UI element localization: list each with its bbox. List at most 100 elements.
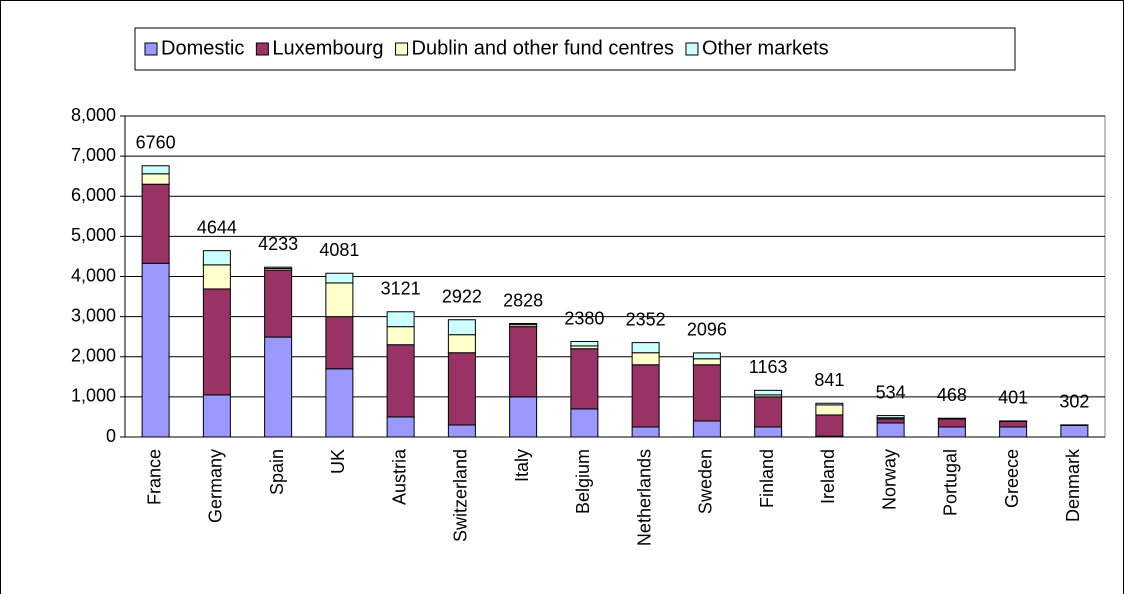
bar-segment [509,396,538,438]
bar-segment [937,418,966,428]
bar-segment [386,344,415,418]
bar-segment [202,394,231,438]
bar-segment [141,173,170,185]
y-tick-label: 5,000 [71,225,116,245]
bar-segment [325,282,354,318]
y-tick-label: 3,000 [71,305,116,325]
bar-segment [509,323,538,326]
y-tick-label: 7,000 [71,145,116,165]
bar-segment [386,326,415,346]
legend-label: Dublin and other fund centres [412,37,674,59]
y-tick-label: 2,000 [71,346,116,366]
bar-segment [754,396,783,428]
legend-swatch [144,42,158,56]
bar-segment [386,416,415,438]
y-tick-label: 8,000 [71,105,116,125]
x-tick-label: Austria [389,448,409,505]
total-label: 4081 [319,240,359,260]
bar-segment [692,420,721,438]
bar-segment [141,165,170,175]
bar-segment [754,389,783,396]
total-label: 2922 [442,287,482,307]
y-tick-label: 4,000 [71,265,116,285]
bar-segment [692,364,721,422]
total-label: 468 [937,385,967,405]
bar-segment [937,426,966,438]
bar-segment [631,342,660,354]
x-tick-label: Finland [757,449,777,508]
bar-segment [447,334,476,354]
total-label: 841 [814,370,844,390]
legend-box [134,27,1016,71]
x-tick-label: Belgium [573,449,593,514]
total-label: 4233 [258,234,298,254]
x-tick-label: Norway [879,449,899,510]
total-label: 3121 [381,279,421,299]
bar-segment [999,426,1028,438]
legend-swatch [685,42,699,56]
bar-segment [999,420,1028,428]
bar-segment [264,266,293,269]
bar-segment [876,422,905,438]
bar-segment [325,316,354,370]
total-label: 401 [998,388,1028,408]
x-tick-label: UK [328,449,348,474]
total-label: 2828 [503,290,543,310]
bar-segment [692,358,721,366]
bar-segment [815,414,844,437]
bar-segment [141,183,170,264]
legend-label: Other markets [702,37,829,59]
total-label: 2380 [564,308,604,328]
legend-swatch [395,42,409,56]
bar-segment [1060,424,1089,438]
x-tick-label: Ireland [818,449,838,504]
y-tick-label: 6,000 [71,185,116,205]
total-label: 534 [876,382,906,402]
x-tick-label: Netherlands [634,449,654,546]
x-tick-label: Portugal [941,449,961,516]
bar-segment [570,341,599,347]
bar-segment [876,415,905,419]
x-tick-label: Denmark [1063,448,1083,522]
y-tick-label: 1,000 [71,386,116,406]
bar-segment [325,272,354,284]
bar-segment [631,426,660,438]
total-label: 302 [1059,392,1089,412]
bar-segment [815,402,844,406]
total-label: 6760 [136,133,176,153]
bar-segment [447,319,476,336]
bar-segment [876,418,905,424]
x-tick-label: France [144,449,164,505]
x-tick-label: Germany [206,449,226,523]
bar-segment [509,326,538,398]
bar-segment [447,424,476,438]
y-tick-label: 0 [106,426,116,446]
total-label: 1163 [749,357,788,377]
legend-label: Domestic [161,37,244,59]
bar-segment [202,264,231,290]
bar-segment [631,352,660,366]
bar-segment [631,364,660,428]
total-label: 4644 [197,217,237,237]
bar-segment [386,311,415,328]
bar-segment [570,408,599,438]
x-tick-label: Sweden [696,449,716,514]
x-tick-label: Spain [267,449,287,495]
x-tick-label: Italy [512,449,532,482]
bar-segment [570,348,599,410]
legend-swatch [255,42,269,56]
total-label: 2352 [626,309,666,329]
bar-segment [815,404,844,416]
bar-segment [141,262,170,438]
bar-segment [754,426,783,438]
bar-segment [202,250,231,266]
x-tick-label: Switzerland [451,449,471,542]
bar-segment [325,368,354,438]
total-label: 2096 [687,320,727,340]
bar-segment [447,352,476,426]
bar-segment [264,336,293,438]
bar-segment [264,269,293,338]
bar-segment [692,352,721,360]
legend-label: Luxembourg [272,37,383,59]
